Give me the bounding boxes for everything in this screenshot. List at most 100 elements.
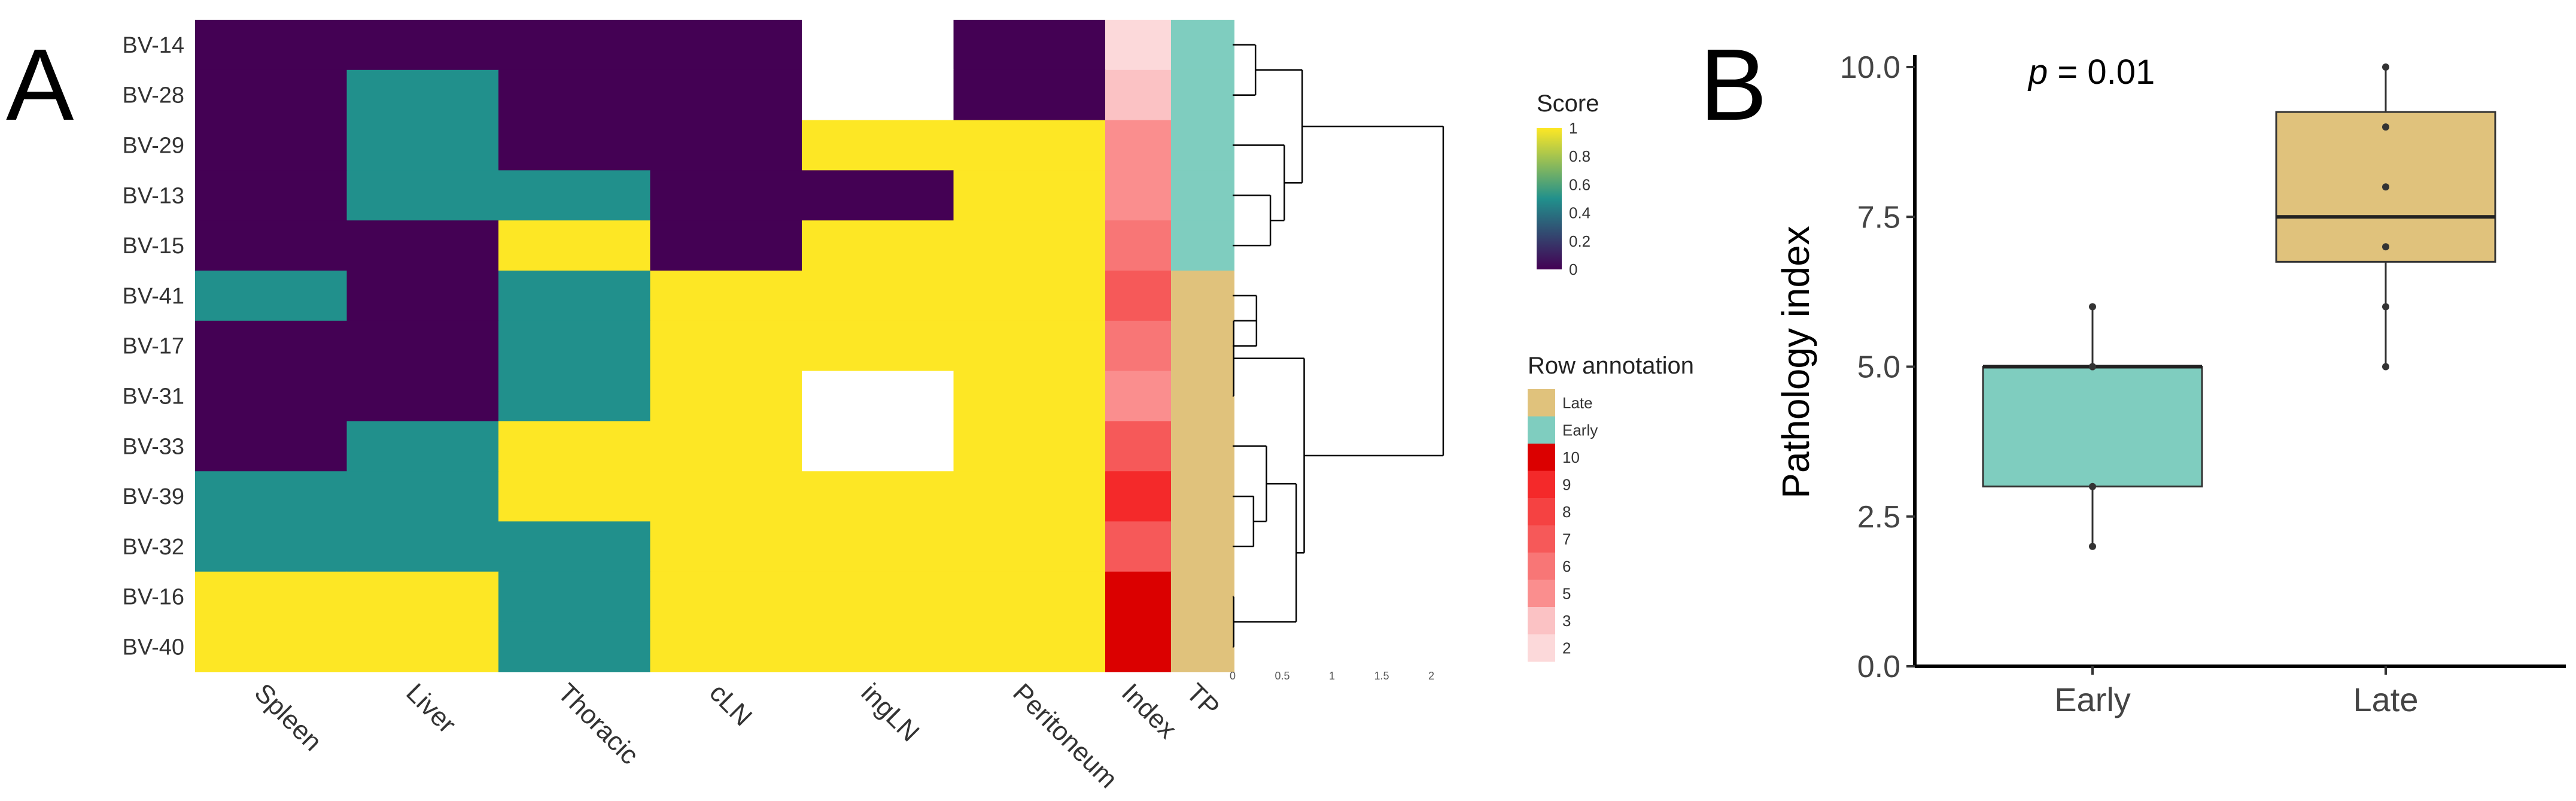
- y-tick-label: 2.5: [1857, 500, 1900, 535]
- heatmap-cell: [650, 320, 802, 372]
- p-value-annotation: p = 0.01: [2027, 53, 2155, 92]
- column-label: Spleen: [249, 678, 328, 757]
- index-annotation-cell: [1105, 320, 1172, 372]
- score-legend-tick: 0.8: [1569, 147, 1590, 165]
- heatmap-cell: [802, 20, 954, 71]
- column-label: Index: [1116, 678, 1182, 744]
- data-point: [2089, 303, 2096, 311]
- row-label: BV-15: [122, 233, 184, 259]
- heatmap-cell: [195, 571, 348, 623]
- tp-annotation-cell: [1171, 120, 1234, 171]
- heatmap-cell: [195, 421, 348, 472]
- column-label: Peritoneum: [1007, 678, 1123, 794]
- y-tick-label: 0.0: [1857, 650, 1900, 684]
- data-point: [2089, 483, 2096, 490]
- tp-annotation-cell: [1171, 371, 1234, 421]
- y-tick-label: 5.0: [1857, 350, 1900, 385]
- score-legend-title: Score: [1537, 90, 1599, 117]
- heatmap-cell: [498, 421, 651, 472]
- heatmap-cell: [953, 120, 1106, 171]
- data-point: [2382, 243, 2389, 251]
- index-annotation-cell: [1105, 371, 1172, 421]
- legend-label: 3: [1562, 612, 1571, 630]
- heatmap-cell: [802, 371, 954, 421]
- x-tick-label: Early: [2054, 681, 2131, 718]
- heatmap-cell: [953, 20, 1106, 71]
- heatmap-cell: [953, 571, 1106, 623]
- heatmap-cell: [195, 471, 348, 522]
- heatmap-cell: [953, 69, 1106, 121]
- index-annotation-cell: [1105, 220, 1172, 271]
- tp-annotation-cell: [1171, 271, 1234, 321]
- score-legend-tick: 0.2: [1569, 232, 1590, 250]
- legend-swatch: [1528, 416, 1555, 444]
- heatmap-cell: [195, 69, 348, 121]
- heatmap-cell: [195, 220, 348, 271]
- heatmap-cell: [650, 120, 802, 171]
- legend-label: 2: [1562, 639, 1571, 657]
- row-label: BV-40: [122, 635, 184, 660]
- heatmap-cell: [195, 170, 348, 221]
- y-tick-label: 7.5: [1857, 200, 1900, 235]
- dendrogram-tick: 1: [1329, 670, 1335, 682]
- heatmap-cell: [498, 69, 651, 121]
- row-label: BV-33: [122, 434, 184, 459]
- heatmap-cell: [953, 320, 1106, 372]
- tp-annotation-cell: [1171, 170, 1234, 221]
- score-legend-tick: 0: [1569, 260, 1577, 278]
- data-point: [2382, 303, 2389, 311]
- dendrogram-tick: 1.5: [1374, 670, 1389, 682]
- data-point: [2089, 363, 2096, 371]
- column-label: cLN: [704, 678, 758, 732]
- heatmap-cell: [346, 371, 499, 421]
- row-annotation-legend-title: Row annotation: [1528, 353, 1694, 379]
- heatmap-cell: [195, 521, 348, 572]
- index-annotation-cell: [1105, 170, 1172, 221]
- row-label: BV-32: [122, 535, 184, 560]
- heatmap-cell: [498, 621, 651, 672]
- index-annotation-cell: [1105, 69, 1172, 121]
- tp-annotation-cell: [1171, 20, 1234, 71]
- heatmap-cell: [802, 471, 954, 522]
- heatmap-cell: [498, 220, 651, 271]
- heatmap-cell: [498, 120, 651, 171]
- tp-annotation-cell: [1171, 421, 1234, 472]
- tp-annotation-cell: [1171, 69, 1234, 121]
- heatmap-cell: [195, 621, 348, 672]
- legend-label: 9: [1562, 475, 1571, 493]
- y-axis-title: Pathology index: [1774, 226, 1817, 498]
- row-label: BV-31: [122, 384, 184, 409]
- heatmap-cell: [953, 521, 1106, 572]
- heatmap-cell: [498, 320, 651, 372]
- heatmap-cell: [346, 320, 499, 372]
- data-point: [2089, 542, 2096, 550]
- legend-label: 7: [1562, 530, 1571, 548]
- row-label: BV-28: [122, 83, 184, 108]
- heatmap-cell: [650, 69, 802, 121]
- row-annotation-legend: Late Early 10 9 8 7 6 5 3 2: [1528, 389, 1598, 662]
- tp-annotation-cell: [1171, 471, 1234, 522]
- heatmap-cell: [953, 271, 1106, 321]
- heatmap-cell: [953, 421, 1106, 472]
- heatmap-cell: [346, 421, 499, 472]
- column-label: ingLN: [856, 678, 925, 747]
- index-annotation-cell: [1105, 571, 1172, 623]
- score-legend-tick: 1: [1569, 119, 1577, 137]
- index-annotation-cell: [1105, 621, 1172, 672]
- data-point: [2382, 183, 2389, 191]
- heatmap-cell: [346, 521, 499, 572]
- index-annotation-cell: [1105, 20, 1172, 71]
- column-label: Thoracic: [552, 678, 644, 770]
- heatmap-cell: [650, 20, 802, 71]
- heatmap-cell: [195, 271, 348, 321]
- heatmap-cell: [650, 371, 802, 421]
- row-label: BV-17: [122, 334, 184, 359]
- p-value-rest: = 0.01: [2048, 53, 2155, 92]
- tp-annotation-cell: [1171, 220, 1234, 271]
- panel-label-a: A: [6, 28, 74, 142]
- heatmap-cell: [346, 471, 499, 522]
- heatmap-cell: [498, 571, 651, 623]
- legend-swatch: [1528, 525, 1555, 553]
- dendrogram-tick: 2: [1428, 670, 1434, 682]
- dendrogram: 0 0.5 1 1.5 2: [1230, 44, 1444, 682]
